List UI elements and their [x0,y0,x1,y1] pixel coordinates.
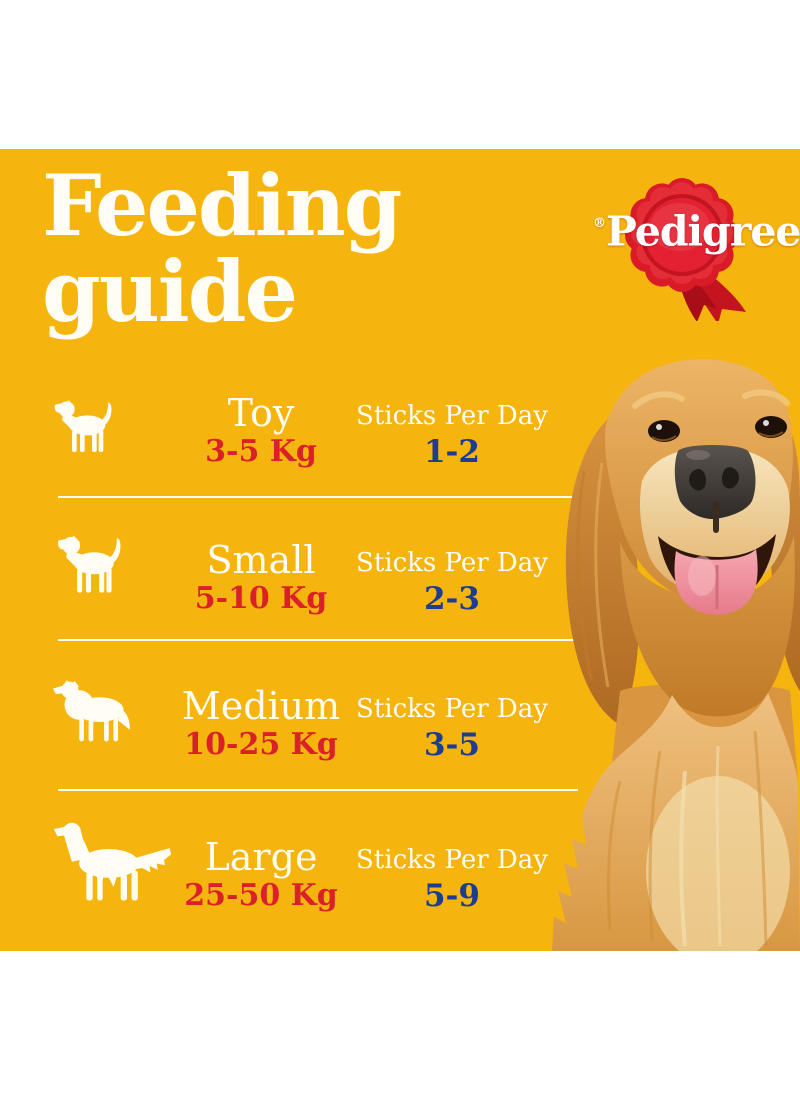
sticks-column: Sticks Per Day 3-5 [352,696,552,762]
dog-size-label: Medium [181,684,341,728]
row-divider [58,789,578,791]
sticks-column: Sticks Per Day 2-3 [352,550,552,616]
size-column: Toy 3-5 Kg [156,393,366,468]
sticks-per-day-value: 2-3 [423,581,480,617]
sticks-per-day-value: 5-9 [423,878,480,914]
title-line-2: guide [42,242,298,341]
row-divider [58,496,578,498]
dog-size-label: Toy [227,391,295,435]
sticks-column: Sticks Per Day 5-9 [352,847,552,913]
page-title: Feeding guide [42,163,402,335]
size-column: Large 25-50 Kg [156,837,366,912]
rosette-icon [625,178,746,321]
dog-size-label: Small [206,538,316,582]
row-divider [58,639,578,641]
small-dog-icon [57,535,121,593]
size-column: Medium 10-25 Kg [156,686,366,761]
feeding-row-large: Large 25-50 Kg Sticks Per Day 5-9 [0,822,548,951]
dog-weight: 25-50 Kg [184,878,338,913]
sticks-per-day-value: 3-5 [423,727,480,763]
pedigree-logo: ®Pedigree [593,169,800,329]
toy-dog-icon [54,400,112,452]
sticks-column: Sticks Per Day 1-2 [352,403,552,469]
feeding-guide-card: Feeding guide [0,149,800,951]
sticks-per-day-label: Sticks Per Day [356,694,548,724]
dog-weight: 5-10 Kg [194,581,328,616]
sticks-per-day-label: Sticks Per Day [356,845,548,875]
dog-size-label: Large [204,835,318,879]
title-line-1: Feeding [42,156,402,255]
sticks-per-day-value: 1-2 [423,434,480,470]
dog-weight: 3-5 Kg [205,434,317,469]
sticks-per-day-label: Sticks Per Day [356,401,548,431]
pedigree-wordmark: ®Pedigree [593,205,800,255]
dog-weight: 10-25 Kg [184,727,338,762]
feeding-row-toy: Toy 3-5 Kg Sticks Per Day 1-2 [0,393,548,513]
large-dog-icon [53,822,172,901]
feeding-row-medium: Medium 10-25 Kg Sticks Per Day 3-5 [0,680,548,806]
sticks-per-day-label: Sticks Per Day [356,548,548,578]
feeding-row-small: Small 5-10 Kg Sticks Per Day 2-3 [0,535,548,660]
medium-dog-icon [52,680,130,742]
registered-mark: ® [593,216,606,231]
brand-name: Pedigree [606,207,800,256]
golden-retriever-photo [552,359,800,951]
size-column: Small 5-10 Kg [156,540,366,615]
